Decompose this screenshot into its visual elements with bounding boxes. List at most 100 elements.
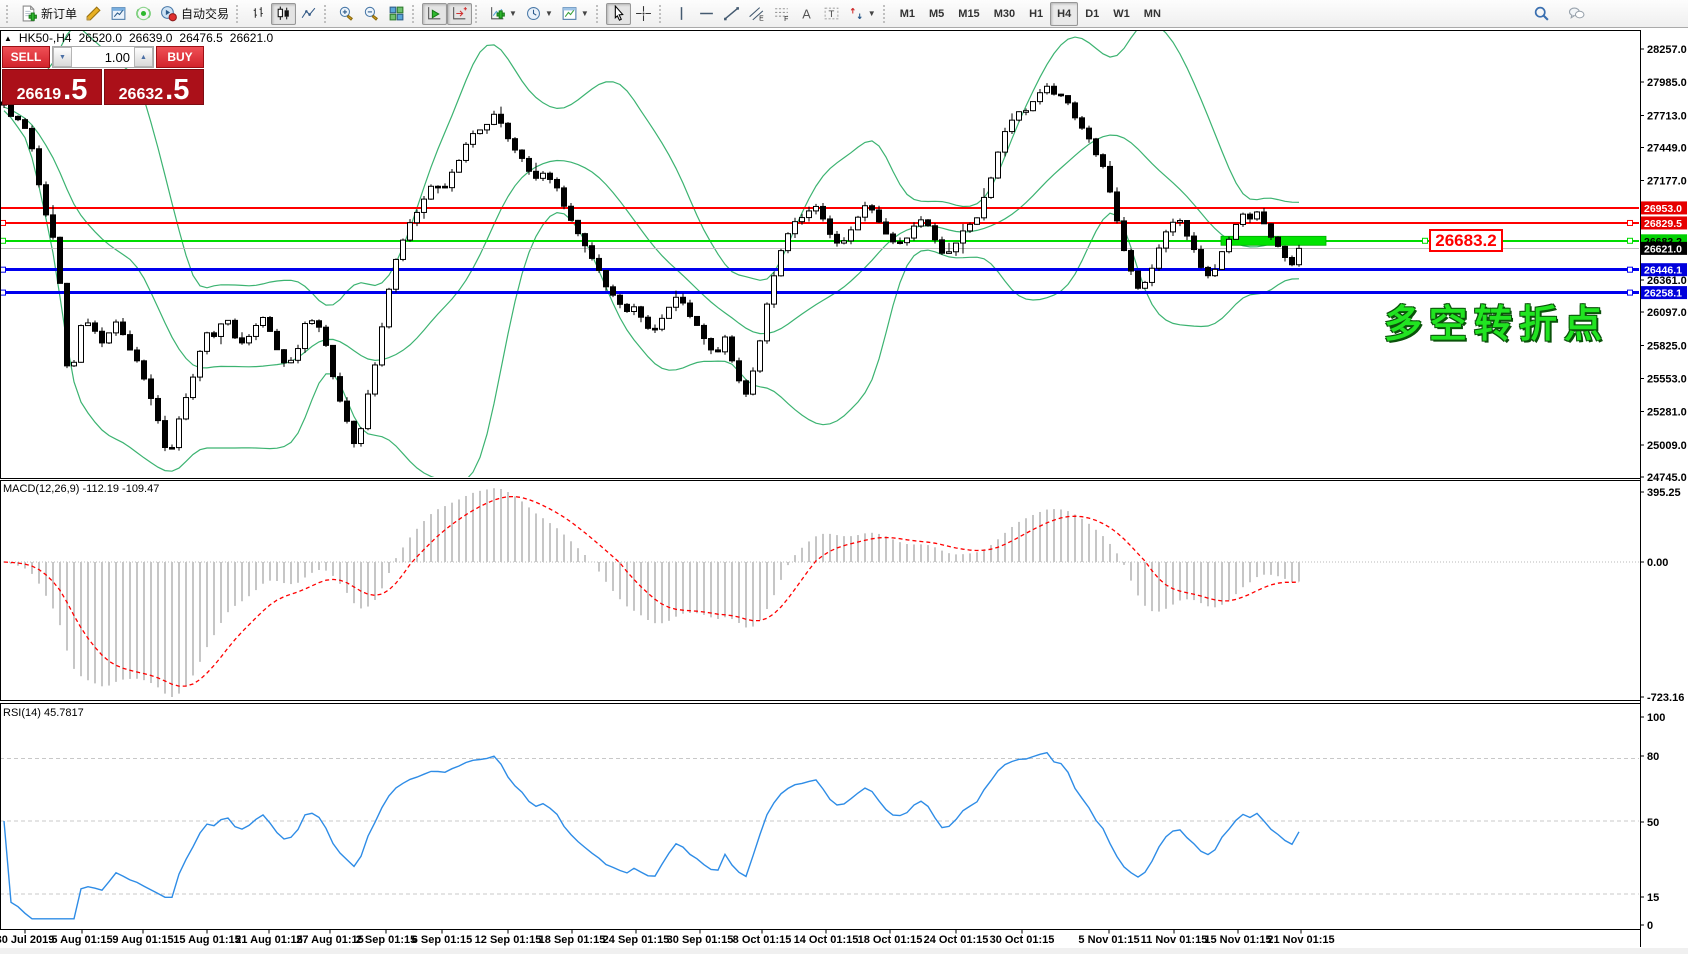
macd-scale-label: -723.16: [1647, 692, 1684, 704]
svg-text:26953.0: 26953.0: [1644, 203, 1682, 215]
tab-timeframe-h4[interactable]: H4: [1050, 1, 1079, 26]
label-tool-button[interactable]: T: [819, 3, 844, 25]
candlestick-mode-button[interactable]: [271, 2, 297, 25]
main-price-panel[interactable]: [0, 28, 1640, 483]
toolbar-grip[interactable]: [595, 4, 601, 23]
date-tick-label: 30 Oct 01:15: [990, 934, 1055, 946]
chat-button[interactable]: [1564, 3, 1589, 25]
collapse-triangle-icon[interactable]: ▲: [4, 33, 12, 43]
chart-shift-button[interactable]: [447, 2, 473, 25]
volume-increment-button[interactable]: ▲: [134, 47, 153, 67]
turning-point-annotation[interactable]: 多空转折点: [1384, 304, 1610, 346]
rsi-value: 45.7817: [43, 707, 84, 719]
bar-chart-mode-button[interactable]: [246, 3, 271, 25]
add-indicator-icon: [491, 7, 505, 20]
tab-timeframe-m15[interactable]: M15: [958, 7, 980, 20]
rsi-panel[interactable]: [0, 751, 1640, 920]
svg-text:F: F: [784, 16, 788, 22]
macd-values: -112.19 -109.47: [82, 483, 160, 495]
line-chart-mode-button[interactable]: [296, 3, 321, 25]
date-tick-label: 18 Sep 01:15: [539, 934, 606, 946]
buy-price-display[interactable]: 26632 .5: [104, 69, 204, 105]
line-handle[interactable]: [1, 289, 6, 296]
autotrading-button[interactable]: 自动交易: [156, 3, 233, 25]
templates-button[interactable]: ▼: [557, 3, 593, 25]
date-tick-label: 14 Oct 01:15: [794, 934, 859, 946]
price-tick-label: 25825.0: [1647, 340, 1687, 352]
buy-button[interactable]: BUY: [156, 46, 204, 68]
search-icon: [1534, 6, 1549, 21]
search-button[interactable]: [1529, 3, 1554, 25]
toolbar-grip[interactable]: [236, 4, 241, 23]
macd-panel[interactable]: [0, 488, 1640, 697]
tab-timeframe-h1[interactable]: H1: [1029, 7, 1044, 20]
fibonacci-tool-button[interactable]: F: [769, 3, 794, 25]
crosshair-icon: [635, 6, 651, 21]
zoom-out-button[interactable]: [359, 3, 384, 25]
volume-decrement-button[interactable]: ▼: [53, 47, 72, 67]
market-watch-button[interactable]: [131, 3, 156, 25]
tab-timeframe-w1[interactable]: W1: [1113, 7, 1130, 20]
svg-text:26258.1: 26258.1: [1644, 288, 1682, 300]
sell-price-display[interactable]: 26619 .5: [2, 69, 102, 105]
auto-scroll-button[interactable]: [422, 2, 448, 25]
toolbar-grip[interactable]: [6, 4, 11, 23]
line-handle[interactable]: [1422, 237, 1428, 244]
crosshair-tool-button[interactable]: [631, 3, 656, 25]
zoom-in-button[interactable]: [334, 3, 359, 25]
candlestick-icon: [277, 6, 289, 20]
new-order-button[interactable]: 新订单: [16, 3, 81, 25]
price-tick-label: 27713.0: [1647, 110, 1687, 122]
gold-pointer-icon: [86, 6, 101, 21]
chart-window-icon: [111, 7, 126, 20]
sell-price-main: 26619: [16, 86, 62, 103]
tab-timeframe-m1[interactable]: M1: [899, 7, 915, 20]
volume-input[interactable]: [72, 49, 134, 65]
line-handle[interactable]: [1, 237, 6, 244]
styler-button[interactable]: [81, 3, 106, 25]
date-tick-label: 15 Aug 01:15: [173, 934, 240, 946]
periods-button[interactable]: ▼: [521, 3, 557, 25]
price-tick-label: 25281.0: [1647, 407, 1687, 419]
toolbar-grip[interactable]: [412, 4, 417, 23]
svg-text:26829.5: 26829.5: [1644, 218, 1682, 230]
template-icon: [562, 7, 577, 20]
tab-timeframe-mn[interactable]: MN: [1143, 7, 1161, 20]
line-handle[interactable]: [1, 266, 6, 273]
macd-scale-label: 395.25: [1647, 487, 1681, 499]
chart-canvas[interactable]: 28257.0 27985.0 27713.0 27449.0 27177.0 26361…: [0, 28, 1688, 954]
clock-icon: [526, 7, 540, 20]
trendline-tool-button[interactable]: [719, 3, 744, 25]
autotrading-icon: [161, 6, 177, 22]
price-level-callout[interactable]: 26683.2: [1429, 229, 1503, 252]
toolbar-grip[interactable]: [658, 4, 664, 23]
tab-timeframe-m30[interactable]: M30: [993, 7, 1016, 20]
tab-timeframe-d1[interactable]: D1: [1085, 7, 1100, 20]
main-toolbar: 新订单 自动交易: [0, 0, 1688, 28]
tile-windows-button[interactable]: [384, 3, 409, 25]
line-handle[interactable]: [1627, 266, 1633, 273]
vline-tool-button[interactable]: [669, 3, 694, 25]
line-handle[interactable]: [1627, 219, 1633, 226]
toolbar-grip[interactable]: [475, 4, 480, 23]
channel-tool-button[interactable]: E: [744, 3, 769, 25]
text-tool-button[interactable]: A: [794, 3, 819, 25]
one-click-trading-panel: SELL ▼ ▲ BUY 26619 .5 26632 .5: [2, 46, 204, 105]
hline-tool-button[interactable]: [694, 3, 719, 25]
arrows-tool-button[interactable]: ▼: [844, 3, 880, 25]
text-label-icon: T: [824, 7, 839, 20]
toolbar-grip[interactable]: [882, 4, 888, 23]
indicators-button[interactable]: ▼: [485, 3, 521, 25]
sell-button[interactable]: SELL: [2, 46, 50, 68]
trendline-icon: [723, 7, 739, 21]
line-handle[interactable]: [1627, 289, 1633, 296]
chart-shift-icon: [453, 7, 467, 20]
tab-timeframe-m5[interactable]: M5: [929, 7, 945, 20]
new-chart-button[interactable]: [106, 3, 131, 25]
line-handle[interactable]: [1627, 237, 1633, 244]
toolbar-grip[interactable]: [324, 4, 329, 23]
line-handle[interactable]: [1, 219, 6, 226]
cursor-tool-button[interactable]: [605, 2, 631, 25]
bar-chart-icon: [253, 7, 263, 18]
